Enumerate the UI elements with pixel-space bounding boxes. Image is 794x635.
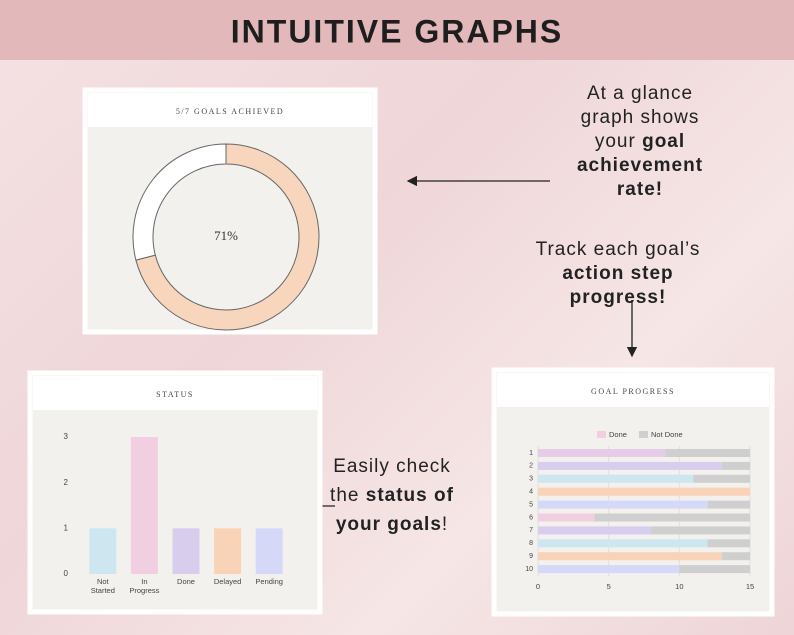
x-tick-label: 0 xyxy=(536,582,540,591)
legend-swatch xyxy=(597,431,606,438)
y-tick-label: 3 xyxy=(64,432,69,441)
center-label: 71% xyxy=(214,228,238,243)
y-tick-label: 1 xyxy=(529,450,533,457)
bar-segment xyxy=(721,552,750,561)
bar-segment xyxy=(707,500,750,509)
callout-text: ! xyxy=(441,514,449,535)
bar-segment xyxy=(538,474,694,483)
x-tick-label: Delayed xyxy=(214,577,242,586)
y-tick-label: 2 xyxy=(64,478,69,487)
bar xyxy=(89,528,117,574)
y-tick-label: 8 xyxy=(529,540,533,547)
y-tick-label: 2 xyxy=(529,463,533,470)
x-tick-label-line: Pending xyxy=(255,577,283,586)
bar-segment xyxy=(665,449,750,457)
callout-text: Easily check the xyxy=(330,456,451,506)
panel-title-strip xyxy=(33,376,317,410)
bar-segment xyxy=(538,513,595,522)
bar xyxy=(172,528,200,574)
x-tick-label-line: Progress xyxy=(129,586,159,595)
x-tick-label: Done xyxy=(177,577,195,586)
y-tick-label: 6 xyxy=(529,514,533,521)
legend-label: Done xyxy=(609,430,627,439)
bar-segment xyxy=(538,565,680,574)
chart-title: GOAL PROGRESS xyxy=(591,387,675,396)
x-tick-label-line: Done xyxy=(177,577,195,586)
panel xyxy=(82,87,378,335)
panel-title-strip xyxy=(497,373,769,407)
y-tick-label: 3 xyxy=(529,476,533,483)
y-tick-label: 10 xyxy=(525,566,533,573)
bar-segment xyxy=(538,500,708,509)
x-tick-label: 15 xyxy=(746,582,754,591)
header-band xyxy=(0,0,794,60)
callout-text: At a glance graph shows your xyxy=(580,83,700,152)
callout: Track each goal’s action step progress! xyxy=(528,238,708,310)
callout-bold: goal achievement rate! xyxy=(576,131,704,200)
donut-segment xyxy=(132,143,227,261)
callout: Easily check the status of your goals! xyxy=(327,452,457,539)
bar-segment xyxy=(538,487,750,496)
legend-label: Not Done xyxy=(651,430,683,439)
callout-bold: action step progress! xyxy=(562,263,674,308)
y-tick-label: 5 xyxy=(529,501,533,508)
x-tick-label: 5 xyxy=(607,582,611,591)
bar xyxy=(130,437,158,574)
donut-segment xyxy=(135,143,320,331)
x-tick-label: 10 xyxy=(675,582,683,591)
callout-bold: status of your goals xyxy=(335,485,454,535)
x-tick-label: Not Started xyxy=(91,577,115,595)
bar-segment xyxy=(679,565,750,574)
y-tick-label: 1 xyxy=(64,523,69,532)
bar-segment xyxy=(538,552,722,561)
bar-segment xyxy=(651,526,750,535)
header-title: INTUITIVE GRAPHS xyxy=(231,13,563,49)
panel-title-strip xyxy=(88,93,372,127)
callout-text: Track each goal’s xyxy=(535,239,701,260)
y-tick-label: 0 xyxy=(64,569,69,578)
y-tick-label: 7 xyxy=(529,527,533,534)
x-tick-label: Pending xyxy=(255,577,283,586)
x-tick-label-line: Started xyxy=(91,586,115,595)
chart-title: 5/7 GOALS ACHIEVED xyxy=(176,107,284,116)
bar-segment xyxy=(538,526,652,535)
callout: At a glance graph shows your goal achiev… xyxy=(565,82,715,202)
y-tick-label: 4 xyxy=(529,489,533,496)
x-tick-label-line: In xyxy=(141,577,147,586)
bar xyxy=(214,528,242,574)
bar-segment xyxy=(538,449,666,457)
bar-segment xyxy=(693,474,750,483)
x-tick-label: In Progress xyxy=(129,577,159,595)
legend-swatch xyxy=(639,431,648,438)
bar xyxy=(255,528,283,574)
bar-segment xyxy=(707,539,750,548)
bar-segment xyxy=(721,461,750,470)
y-tick-label: 9 xyxy=(529,553,533,560)
bar-segment xyxy=(538,461,722,470)
x-tick-label-line: Not xyxy=(97,577,110,586)
bar-segment xyxy=(594,513,750,522)
x-tick-label-line: Delayed xyxy=(214,577,242,586)
bar-segment xyxy=(538,539,708,548)
chart-title: STATUS xyxy=(156,390,194,399)
